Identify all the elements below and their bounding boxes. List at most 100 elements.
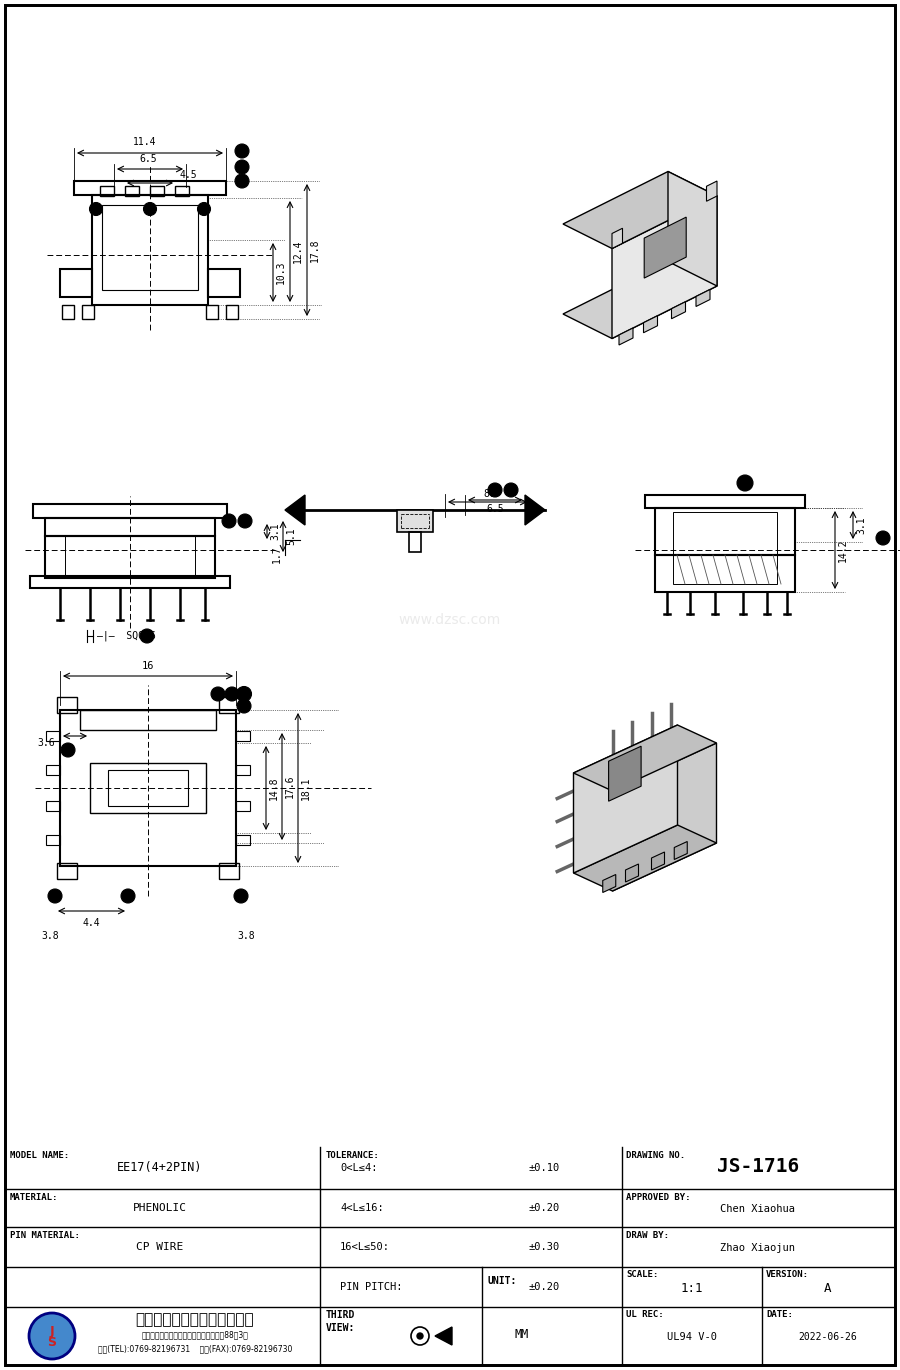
Polygon shape [612,196,717,338]
Text: 东莞市巨思电子科技有限公司: 东莞市巨思电子科技有限公司 [136,1312,255,1328]
Text: 1:1: 1:1 [680,1281,703,1295]
Text: PIN PITCH:: PIN PITCH: [340,1282,402,1292]
Circle shape [29,1312,75,1359]
Polygon shape [644,315,658,333]
Text: 3.1: 3.1 [856,516,866,534]
Bar [62,306,74,319]
Text: THIRD: THIRD [326,1310,356,1321]
Text: PIN MATERIAL:: PIN MATERIAL: [10,1232,80,1240]
Text: 14.8: 14.8 [269,777,279,800]
Text: ±0.20: ±0.20 [529,1203,560,1212]
Circle shape [876,532,890,545]
Bar [100,186,114,196]
Bar [57,697,77,712]
Circle shape [737,475,753,490]
Text: D: D [94,204,98,214]
Text: 5.1: 5.1 [286,527,296,545]
Text: U: U [125,892,130,900]
Bar [226,306,238,319]
Circle shape [417,1333,423,1338]
Bar [92,195,208,306]
Text: CP WIRE: CP WIRE [137,1243,184,1252]
Polygon shape [706,181,717,201]
Polygon shape [619,327,633,345]
Text: M: M [742,478,748,488]
Text: 16: 16 [142,660,154,671]
Text: J: J [50,1326,54,1338]
Polygon shape [573,725,716,790]
Polygon shape [608,747,641,801]
Text: 8.7: 8.7 [483,489,501,499]
Circle shape [235,160,249,174]
Text: www.dzsc.com: www.dzsc.com [399,612,501,627]
Text: H: H [242,516,248,526]
Bar [57,863,77,880]
Text: N: N [880,533,886,543]
Bar [82,306,94,319]
Polygon shape [626,864,638,882]
Circle shape [197,203,211,215]
Text: S: S [241,701,247,711]
Text: SCALE:: SCALE: [626,1270,658,1280]
Text: B: B [239,163,245,171]
Text: ±0.30: ±0.30 [529,1243,560,1252]
Circle shape [140,629,154,643]
Bar [45,518,215,536]
Polygon shape [652,852,664,870]
Bar [206,306,218,319]
Circle shape [121,889,135,903]
Bar [65,536,195,575]
Text: K: K [492,485,498,495]
Text: ±0.20: ±0.20 [529,1282,560,1292]
Text: G: G [227,516,231,526]
Text: V: V [238,892,244,900]
Text: 10.3: 10.3 [276,260,286,284]
Circle shape [48,889,62,903]
Polygon shape [573,725,678,873]
Text: A: A [239,147,245,156]
Text: 12.4: 12.4 [293,240,303,263]
Polygon shape [285,495,305,525]
Circle shape [211,686,225,701]
Circle shape [235,144,249,158]
Circle shape [234,889,248,903]
Text: JS-1716: JS-1716 [717,1158,799,1177]
Bar [33,504,227,518]
Text: DRAW BY:: DRAW BY: [626,1232,669,1240]
Text: C: C [239,177,245,185]
Text: R: R [230,689,235,699]
Text: A: A [824,1281,832,1295]
Text: 6.5: 6.5 [140,153,157,164]
Bar [74,181,226,195]
Text: ±0.10: ±0.10 [529,1163,560,1173]
Bar [655,508,795,555]
Bar [236,764,250,775]
Text: I: I [145,632,149,641]
Polygon shape [603,874,616,892]
Polygon shape [563,171,717,248]
Text: UL REC:: UL REC: [626,1310,663,1319]
Polygon shape [563,262,717,338]
Bar [175,186,189,196]
Circle shape [237,686,251,701]
Text: 6.5: 6.5 [486,504,504,514]
Bar [125,186,139,196]
Text: O: O [241,689,247,699]
Text: 3.8: 3.8 [238,932,255,941]
Bar [219,697,239,712]
Text: UL94 V-0: UL94 V-0 [667,1332,717,1343]
Bar [46,732,60,741]
Polygon shape [671,301,686,319]
Polygon shape [573,825,716,891]
Text: PHENOLIC: PHENOLIC [133,1203,187,1212]
Text: MM: MM [515,1328,529,1340]
Bar [45,536,215,578]
Text: 电话(TEL):0769-82196731    传真(FAX):0769-82196730: 电话(TEL):0769-82196731 传真(FAX):0769-82196… [98,1344,292,1354]
Text: 11.4: 11.4 [133,137,157,147]
Text: 3.1: 3.1 [270,523,280,540]
Polygon shape [612,229,623,248]
Text: S: S [48,1336,57,1348]
Polygon shape [696,289,710,307]
Bar [60,269,92,297]
Text: 16<L≤50:: 16<L≤50: [340,1243,390,1252]
